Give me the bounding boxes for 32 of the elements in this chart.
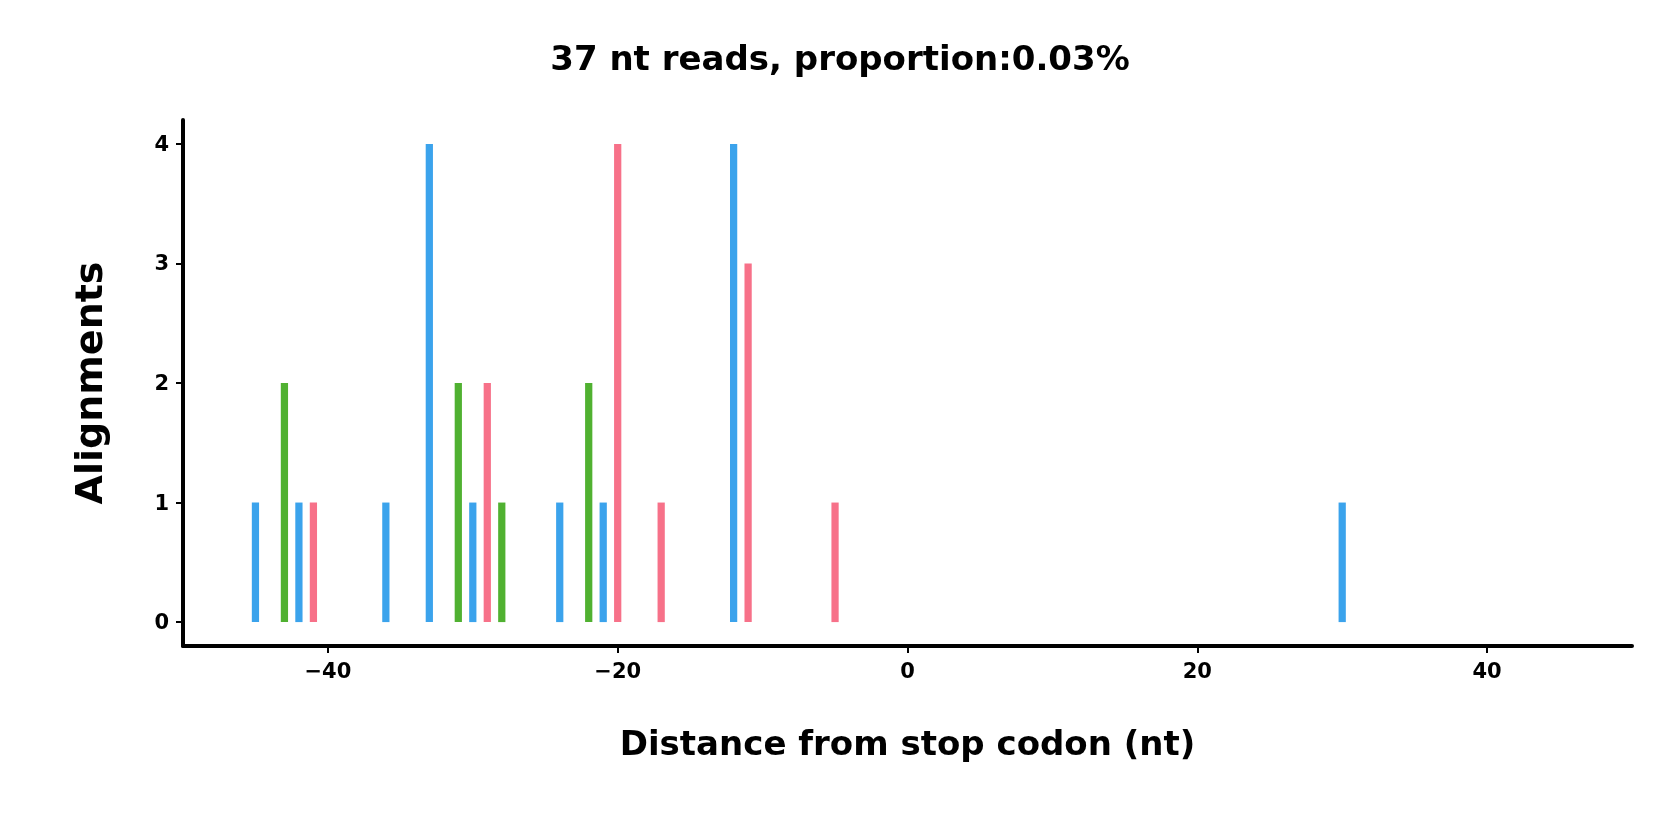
- x-tick-label: 20: [1182, 658, 1212, 683]
- bar: [556, 502, 564, 623]
- bar: [585, 383, 593, 623]
- y-axis-title: Alignments: [67, 261, 111, 505]
- x-tick-label: 40: [1472, 658, 1502, 683]
- bar: [251, 502, 260, 623]
- x-axis-title: Distance from stop codon (nt): [619, 723, 1196, 763]
- bar: [744, 263, 752, 623]
- bar: [454, 383, 462, 623]
- bar: [599, 502, 607, 623]
- y-tick-label: 4: [154, 131, 169, 156]
- y-tick-label: 3: [154, 251, 169, 276]
- x-tick-label: 0: [900, 658, 915, 683]
- x-tick-label: −20: [594, 658, 642, 683]
- bar: [295, 502, 303, 623]
- bar: [483, 383, 491, 623]
- bar: [382, 502, 390, 623]
- bar: [498, 502, 506, 623]
- x-tick-label: −40: [304, 658, 352, 683]
- y-tick-label: 0: [154, 610, 169, 635]
- bar: [280, 383, 289, 623]
- chart-title: 37 nt reads, proportion:0.03%: [550, 38, 1130, 78]
- bar: [309, 502, 318, 623]
- bar: [657, 502, 665, 623]
- bar: [425, 143, 433, 623]
- bar: [831, 502, 839, 623]
- bar: [469, 502, 477, 623]
- bar: [1338, 502, 1346, 623]
- bar: [614, 143, 622, 623]
- bar: [730, 143, 738, 623]
- y-tick-label: 1: [154, 490, 169, 515]
- y-tick-label: 2: [154, 371, 169, 395]
